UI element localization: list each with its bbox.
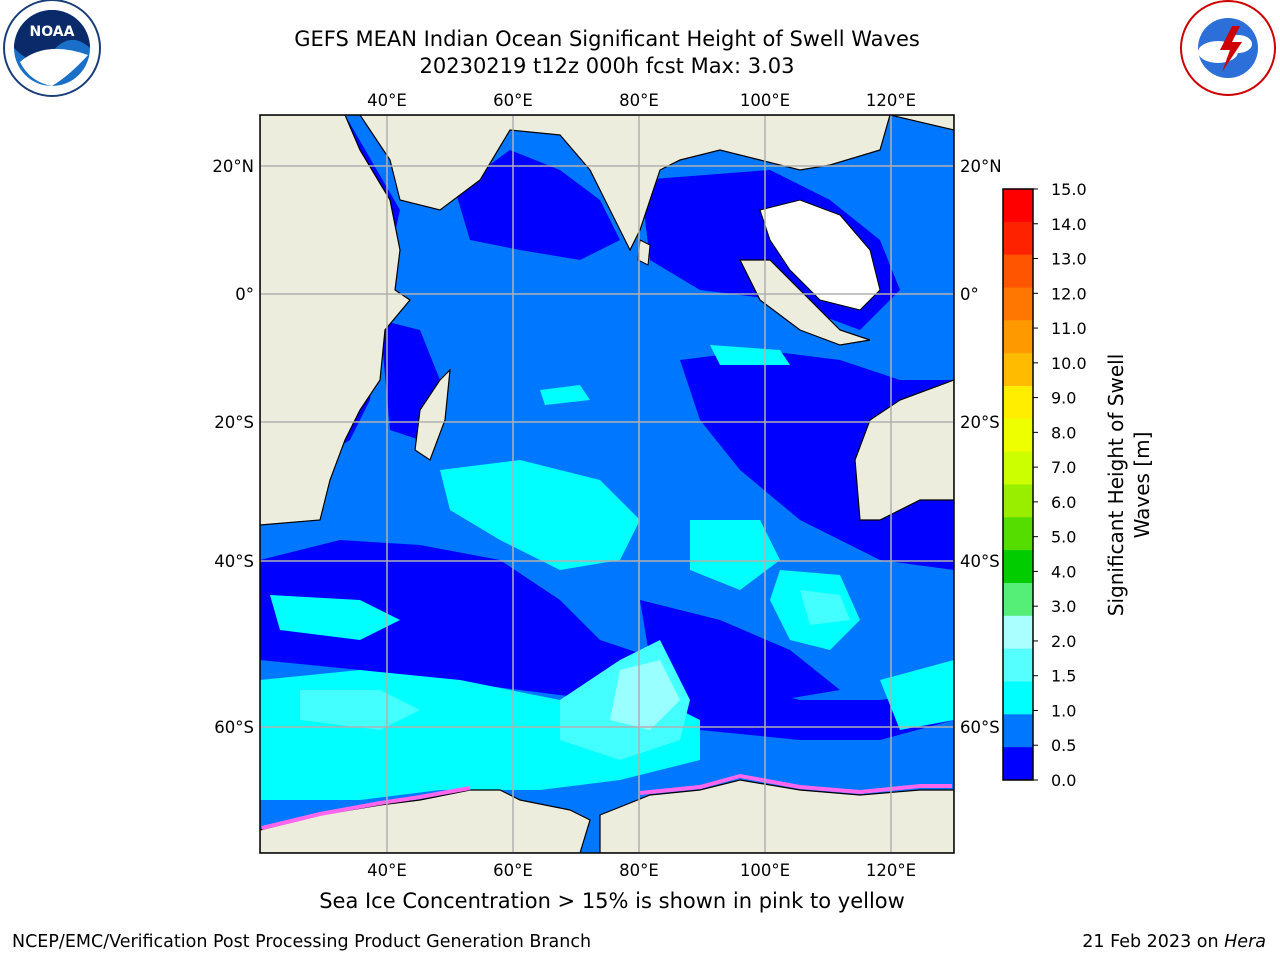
colorbar-level-label: 7.0: [1051, 458, 1076, 477]
map-frame: [259, 114, 955, 854]
colorbar-swatch: [1003, 386, 1033, 420]
sea-ice-edge-east: [639, 773, 952, 795]
colorbar-level-label: 1.0: [1051, 701, 1076, 720]
lat-tick-right: 20°N: [960, 157, 1002, 176]
land-sri-lanka: [637, 239, 651, 266]
lat-ticks-left: 20°N 0° 20°S 40°S 60°S: [212, 157, 254, 737]
swell-region-sw-patch: [270, 595, 400, 640]
land-australia: [854, 379, 954, 521]
lat-ticks-right: 20°N 0° 20°S 40°S 60°S: [960, 157, 1002, 737]
footer-host: Hera: [1224, 932, 1266, 952]
colorbar-swatch: [1003, 615, 1033, 650]
lon-tick-bottom: 60°E: [493, 861, 533, 880]
footer-date-text: 21 Feb 2023 on: [1082, 932, 1225, 952]
colorbar-level-label: 8.0: [1051, 423, 1076, 442]
colorbar-swatch: [1003, 287, 1033, 321]
nws-logo-icon: [1180, 0, 1276, 96]
colorbar-level-label: 0.0: [1051, 771, 1076, 790]
lat-tick-right: 60°S: [960, 718, 1000, 737]
lon-tick-top: 120°E: [866, 91, 916, 110]
lon-tick-bottom: 120°E: [866, 861, 916, 880]
lon-tick-top: 80°E: [619, 91, 659, 110]
swell-region-higher-c: [800, 590, 850, 625]
colorbar-title-line2: Waves [m]: [1130, 432, 1154, 539]
colorbar-level-label: 11.0: [1051, 319, 1087, 338]
land-antarctica-east: [599, 779, 954, 853]
lat-tick-left: 20°N: [212, 157, 254, 176]
colorbar-swatch: [1003, 221, 1033, 256]
colorbar-swatch: [1003, 484, 1033, 518]
swell-region-higher-b: [300, 690, 420, 730]
sea-ice-edge-west: [261, 786, 471, 830]
lon-ticks-top: 40°E 60°E 80°E 100°E 120°E: [367, 91, 916, 110]
colorbar-title-line1: Significant Height of Swell: [1104, 354, 1128, 616]
colorbar-level-label: 14.0: [1051, 215, 1087, 234]
colorbar-level-label: 6.0: [1051, 493, 1076, 512]
colorbar-level-label: 12.0: [1051, 284, 1087, 303]
colorbar-swatch: [1003, 189, 1033, 223]
colorbar-frame: [1002, 188, 1034, 781]
lat-tick-right: 0°: [960, 285, 979, 304]
map-plot-area: [260, 115, 954, 853]
lat-tick-right: 20°S: [960, 413, 1000, 432]
lat-tick-left: 60°S: [214, 718, 254, 737]
lon-tick-top: 40°E: [367, 91, 407, 110]
colorbar-level-label: 0.5: [1051, 736, 1076, 755]
colorbar-swatch: [1003, 583, 1033, 617]
swell-region-equatorial-patch: [710, 345, 790, 365]
colorbar-swatch: [1003, 320, 1033, 354]
colorbar-swatch: [1003, 517, 1033, 551]
swell-region-south-central-patch: [690, 520, 780, 590]
lon-tick-bottom: 40°E: [367, 861, 407, 880]
colorbar-swatch: [1003, 254, 1033, 288]
colorbar-level-label: 10.0: [1051, 354, 1087, 373]
sea-ice-caption: Sea Ice Concentration > 15% is shown in …: [319, 889, 905, 913]
colorbar-level-label: 3.0: [1051, 597, 1076, 616]
colorbar-level-label: 1.5: [1051, 667, 1076, 686]
colorbar-level-label: 5.0: [1051, 528, 1076, 547]
colorbar-swatch: [1003, 451, 1033, 485]
colorbar-level-label: 4.0: [1051, 562, 1076, 581]
land-sumatra: [739, 259, 871, 346]
map-subtitle: 20230219 t12z 000h fcst Max: 3.03: [419, 54, 795, 78]
land-madagascar: [414, 368, 451, 461]
map-gridlines: [260, 115, 954, 853]
swell-region-se-patch: [880, 660, 954, 730]
swell-region-southern-band: [260, 540, 954, 740]
colorbar-swatch: [1003, 681, 1033, 715]
colorbar-level-label: 13.0: [1051, 250, 1087, 269]
footer-date: 21 Feb 2023 on Hera: [1082, 932, 1266, 952]
colorbar-level-label: 2.0: [1051, 632, 1076, 651]
swell-region-max: [610, 660, 680, 730]
colorbar-swatch: [1003, 550, 1033, 584]
lat-tick-right: 40°S: [960, 552, 1000, 571]
lat-tick-left: 0°: [235, 285, 254, 304]
noaa-logo-icon: NOAA: [3, 0, 101, 97]
colorbar-swatch: [1003, 353, 1033, 387]
colorbar: 15.0 14.0 13.0 12.0 11.0 10.0 9.0 8.0 7.0 6.0 5.0 4…: [1002, 180, 1087, 790]
footer-credit: NCEP/EMC/Verification Post Processing Pr…: [12, 932, 592, 952]
lon-tick-bottom: 80°E: [619, 861, 659, 880]
lat-tick-left: 20°S: [214, 413, 254, 432]
swell-region-south-central: [640, 600, 840, 700]
lon-tick-bottom: 100°E: [740, 861, 790, 880]
colorbar-swatch: [1003, 747, 1033, 781]
lon-tick-top: 60°E: [493, 91, 533, 110]
land-indochina-masked: [759, 199, 881, 311]
swell-region-arabian-sea: [455, 150, 620, 260]
land-asia: [359, 115, 954, 252]
swell-region-central-patch: [540, 385, 590, 405]
colorbar-swatch: [1003, 714, 1033, 748]
colorbar-swatch: [1003, 648, 1033, 682]
colorbar-level-label: 15.0: [1051, 180, 1087, 199]
lon-tick-top: 100°E: [740, 91, 790, 110]
lat-tick-left: 40°S: [214, 552, 254, 571]
noaa-logo-text: NOAA: [30, 24, 75, 40]
map-title: GEFS MEAN Indian Ocean Significant Heigh…: [294, 27, 920, 51]
lon-ticks-bottom: 40°E 60°E 80°E 100°E 120°E: [367, 861, 916, 880]
colorbar-level-label: 9.0: [1051, 389, 1076, 408]
colorbar-swatch: [1003, 418, 1033, 453]
swell-region-south-indian-center: [440, 460, 640, 570]
